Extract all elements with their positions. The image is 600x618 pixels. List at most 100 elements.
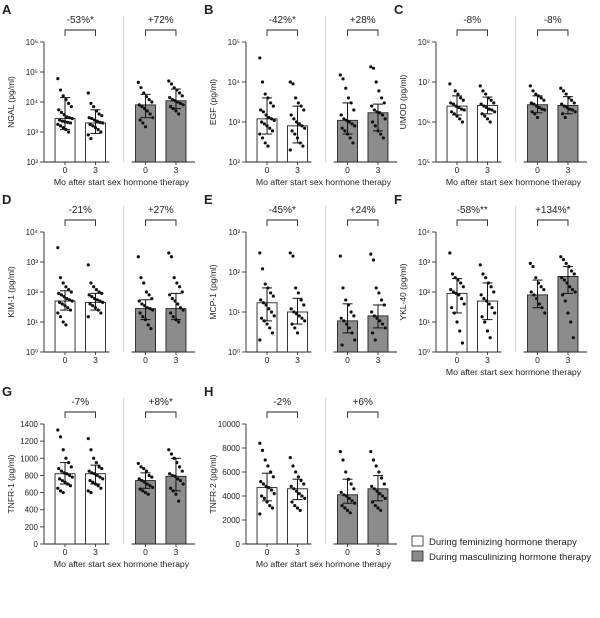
data-point bbox=[353, 338, 357, 342]
data-point bbox=[458, 329, 462, 333]
data-point bbox=[449, 288, 453, 292]
data-point bbox=[379, 508, 383, 512]
data-point bbox=[177, 499, 181, 503]
y-axis-label: MCP-1 (pg/ml) bbox=[208, 264, 218, 319]
data-point bbox=[58, 124, 63, 128]
data-point bbox=[168, 486, 173, 490]
legend-swatch-masculinizing bbox=[411, 550, 424, 562]
data-point bbox=[374, 464, 378, 468]
data-point bbox=[382, 482, 386, 486]
panels-layer: A 10² 10³ 10⁴ 10⁵ 10⁶ NGAL (pg/ml) 0 3 0 3 -53%* +72… bbox=[2, 2, 587, 569]
panel-letter: H bbox=[204, 384, 213, 399]
data-point bbox=[461, 285, 465, 289]
data-point bbox=[569, 269, 574, 273]
data-point bbox=[89, 137, 93, 141]
data-point bbox=[294, 470, 298, 474]
data-point bbox=[142, 281, 146, 285]
data-point bbox=[167, 251, 171, 255]
data-point bbox=[150, 475, 154, 479]
data-point bbox=[292, 117, 296, 121]
panel-g: G 0 200 400 600 800 1000 1200 1400 TNFR-1 (pg/ml)… bbox=[2, 384, 195, 569]
data-point bbox=[302, 108, 306, 112]
data-point bbox=[146, 492, 150, 496]
comparison-bracket bbox=[64, 411, 96, 418]
y-tick-label: 1400 bbox=[20, 420, 38, 429]
data-point bbox=[342, 117, 346, 121]
x-tick-label: 0 bbox=[63, 165, 68, 175]
x-tick-label: 0 bbox=[455, 165, 460, 175]
data-point bbox=[88, 122, 92, 126]
data-point bbox=[352, 108, 356, 112]
data-point bbox=[484, 92, 488, 96]
data-point bbox=[448, 82, 452, 86]
data-point bbox=[178, 101, 183, 105]
data-point bbox=[492, 101, 496, 105]
data-point bbox=[539, 285, 543, 289]
data-point bbox=[259, 108, 263, 112]
data-point bbox=[261, 301, 266, 305]
data-point bbox=[169, 452, 174, 456]
data-point bbox=[459, 107, 464, 111]
data-point bbox=[483, 320, 487, 324]
data-point bbox=[537, 302, 541, 306]
data-point bbox=[374, 286, 378, 290]
comparison-bracket bbox=[64, 219, 96, 226]
data-point bbox=[459, 281, 463, 285]
data-point bbox=[383, 326, 387, 330]
x-axis-label: Mo after start sex hormone therapy bbox=[446, 177, 582, 187]
data-point bbox=[569, 320, 573, 324]
data-point bbox=[92, 285, 96, 289]
data-point bbox=[177, 465, 182, 469]
data-point bbox=[302, 303, 306, 307]
data-point bbox=[148, 112, 152, 116]
data-point bbox=[481, 272, 485, 276]
data-point bbox=[489, 285, 493, 289]
data-point bbox=[99, 130, 103, 134]
percent-change-label: -21% bbox=[69, 205, 92, 216]
data-point bbox=[300, 316, 304, 320]
bar bbox=[135, 480, 156, 545]
y-tick-label: 10⁷ bbox=[418, 78, 430, 87]
data-point bbox=[340, 504, 344, 508]
data-point bbox=[180, 290, 184, 294]
data-point bbox=[292, 487, 296, 491]
y-tick-label: 10⁶ bbox=[418, 118, 430, 127]
data-point bbox=[459, 297, 464, 301]
data-point bbox=[68, 121, 73, 125]
data-point bbox=[493, 311, 497, 315]
data-point bbox=[542, 288, 546, 292]
data-point bbox=[297, 492, 301, 496]
data-point bbox=[267, 307, 271, 311]
data-point bbox=[65, 297, 69, 301]
data-point bbox=[347, 120, 351, 124]
data-point bbox=[70, 475, 74, 479]
x-tick-label: 0 bbox=[345, 355, 350, 365]
y-tick-label: 10¹ bbox=[228, 308, 240, 317]
data-point bbox=[380, 494, 385, 498]
data-point bbox=[68, 484, 73, 488]
data-point bbox=[543, 311, 547, 315]
data-point bbox=[98, 120, 102, 124]
data-point bbox=[138, 118, 142, 122]
data-point bbox=[56, 246, 60, 250]
data-point bbox=[260, 267, 265, 271]
data-point bbox=[141, 489, 145, 493]
data-point bbox=[95, 298, 99, 302]
data-point bbox=[448, 251, 452, 255]
data-point bbox=[267, 486, 271, 490]
panel-letter: B bbox=[204, 2, 213, 17]
data-point bbox=[295, 506, 300, 510]
panel-c: C 10⁵ 10⁶ 10⁷ 10⁸ UMOD (pg/ml) 0 3 0 3 -8% -8% Mo af… bbox=[394, 2, 587, 187]
data-point bbox=[136, 255, 140, 259]
data-point bbox=[341, 77, 345, 81]
data-point bbox=[139, 465, 143, 469]
data-point bbox=[86, 133, 90, 137]
y-tick-label: 10000 bbox=[218, 420, 241, 429]
data-point bbox=[543, 108, 547, 112]
x-tick-label: 0 bbox=[535, 165, 540, 175]
data-point bbox=[139, 276, 143, 280]
data-point bbox=[338, 73, 342, 77]
y-axis-label: UMOD (pg/ml) bbox=[398, 74, 408, 129]
data-point bbox=[561, 258, 566, 262]
data-point bbox=[99, 486, 103, 490]
